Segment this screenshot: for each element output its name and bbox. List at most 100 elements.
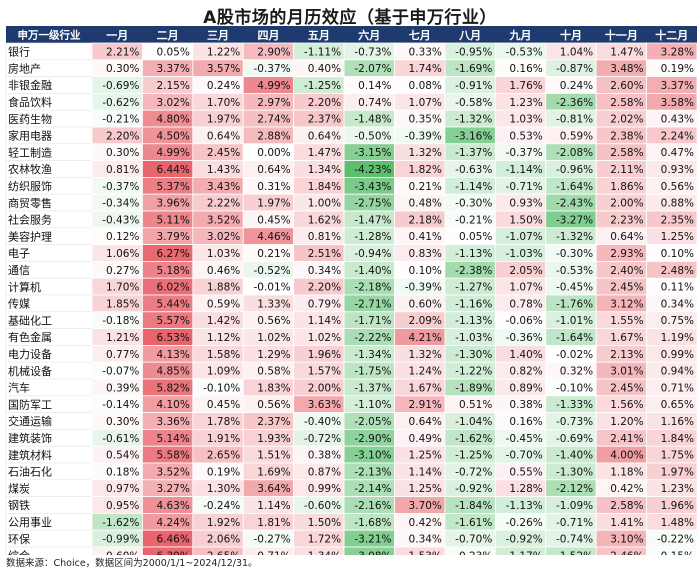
cell-value: -2.16% (354, 500, 391, 512)
cell-value: -0.37% (506, 147, 543, 159)
cell-value: 5.57% (156, 315, 189, 327)
cell-value: -1.68% (354, 517, 391, 529)
cell-value: -0.63% (455, 164, 492, 176)
cell-value: 1.02% (308, 332, 341, 344)
cell-value: 3.28% (661, 46, 694, 58)
cell-value: 6.46% (156, 534, 189, 546)
cell-value: 3.63% (308, 399, 341, 411)
cell-value: -1.14% (455, 181, 492, 193)
cell-value: -1.09% (556, 500, 593, 512)
cell-value: 1.18% (610, 466, 643, 478)
cell-value: 0.30% (106, 63, 139, 75)
cell-value: -1.28% (354, 231, 391, 243)
cell-value: 1.70% (106, 282, 139, 294)
cell-value: -1.27% (455, 282, 492, 294)
cell-value: 2.24% (661, 130, 694, 142)
cell-value: 1.03% (207, 248, 240, 260)
cell-value: 5.44% (156, 298, 189, 310)
cell-value: 0.93% (661, 164, 694, 176)
cell-value: -0.40% (304, 416, 341, 428)
row-label: 家用电器 (8, 129, 52, 143)
cell-value: 2.40% (610, 265, 643, 277)
cell-value: 0.38% (509, 399, 542, 411)
cell-value: 4.21% (409, 332, 442, 344)
cell-value: 4.50% (156, 130, 189, 142)
row-label: 电力设备 (8, 347, 52, 361)
cell-value: -0.69% (102, 80, 139, 92)
cell-value: 1.29% (257, 349, 290, 361)
cell-value: -0.39% (405, 282, 442, 294)
cell-value: 2.45% (207, 147, 240, 159)
cell-value: 0.75% (661, 315, 694, 327)
cell-value: -1.89% (455, 382, 492, 394)
cell-value: 0.82% (509, 366, 542, 378)
cell-value: 2.18% (409, 214, 442, 226)
cell-value: 0.14% (358, 80, 391, 92)
cell-value: -0.10% (203, 382, 240, 394)
heat-cell (293, 546, 345, 555)
cell-value: -2.90% (354, 433, 391, 445)
cell-value: 0.64% (207, 130, 240, 142)
cell-value: 0.43% (661, 114, 694, 126)
cell-value: 1.75% (661, 450, 694, 462)
cell-value: -2.08% (556, 147, 593, 159)
cell-value: -3.27% (556, 214, 593, 226)
row-label: 电子 (8, 247, 30, 260)
cell-value: 1.41% (610, 517, 643, 529)
cell-value: 0.34% (308, 265, 341, 277)
cell-value: 0.00% (257, 147, 290, 159)
cell-value: -1.71% (354, 315, 391, 327)
cell-value: 1.23% (661, 483, 694, 495)
cell-value: 0.64% (257, 164, 290, 176)
cell-value: 0.64% (610, 231, 643, 243)
cell-value: -2.71% (354, 298, 391, 310)
cell-value: 0.97% (106, 483, 139, 495)
cell-value: 0.47% (661, 147, 694, 159)
row-label: 钢铁 (8, 499, 30, 512)
cell-value: 3.79% (156, 231, 189, 243)
cell-value: -0.72% (304, 433, 341, 445)
cell-value: -3.10% (354, 450, 391, 462)
cell-value: 0.60% (106, 550, 139, 555)
cell-value: 4.63% (156, 500, 189, 512)
cell-value: 2.48% (661, 265, 694, 277)
cell-value: 1.58% (207, 349, 240, 361)
cell-value: 1.48% (661, 517, 694, 529)
chart-title: A股市场的月历效应（基于申万行业） (203, 8, 497, 28)
cell-value: 1.53% (409, 550, 442, 555)
cell-value: 1.40% (509, 349, 542, 361)
cell-value: 0.30% (106, 416, 139, 428)
cell-value: -4.23% (354, 164, 391, 176)
cell-value: -1.32% (455, 114, 492, 126)
cell-value: 0.16% (509, 416, 542, 428)
column-header-12: 十二月 (655, 28, 688, 42)
cell-value: 1.21% (106, 332, 139, 344)
column-header-1: 一月 (106, 29, 128, 42)
row-label: 纺织服饰 (8, 179, 52, 193)
cell-value: 1.02% (257, 332, 290, 344)
cell-value: 2.58% (610, 147, 643, 159)
cell-value: 2.15% (156, 80, 189, 92)
row-label: 食品饮料 (8, 95, 52, 109)
cell-value: 1.47% (610, 46, 643, 58)
cell-value: 3.96% (156, 198, 189, 210)
cell-value: 4.80% (156, 114, 189, 126)
cell-value: 3.36% (156, 416, 189, 428)
cell-value: 1.33% (257, 298, 290, 310)
cell-value: -0.99% (102, 534, 139, 546)
cell-value: 0.59% (207, 298, 240, 310)
cell-value: 0.21% (257, 248, 290, 260)
cell-value: 2.41% (610, 433, 643, 445)
row-label: 计算机 (8, 280, 41, 294)
cell-value: 1.96% (308, 349, 341, 361)
cell-value: 4.46% (257, 231, 290, 243)
cell-value: 1.09% (207, 366, 240, 378)
cell-value: 0.93% (509, 198, 542, 210)
cell-value: 1.92% (207, 517, 240, 529)
cell-value: -0.91% (455, 80, 492, 92)
row-label: 社会服务 (8, 213, 52, 227)
cell-value: 0.05% (156, 46, 189, 58)
cell-value: -2.12% (556, 483, 593, 495)
cell-value: -0.39% (405, 130, 442, 142)
cell-value: 0.40% (308, 63, 341, 75)
